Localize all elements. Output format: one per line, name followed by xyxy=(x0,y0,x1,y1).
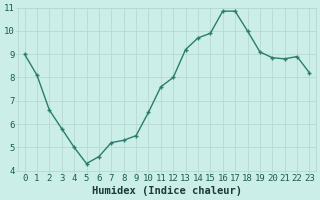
X-axis label: Humidex (Indice chaleur): Humidex (Indice chaleur) xyxy=(92,186,242,196)
